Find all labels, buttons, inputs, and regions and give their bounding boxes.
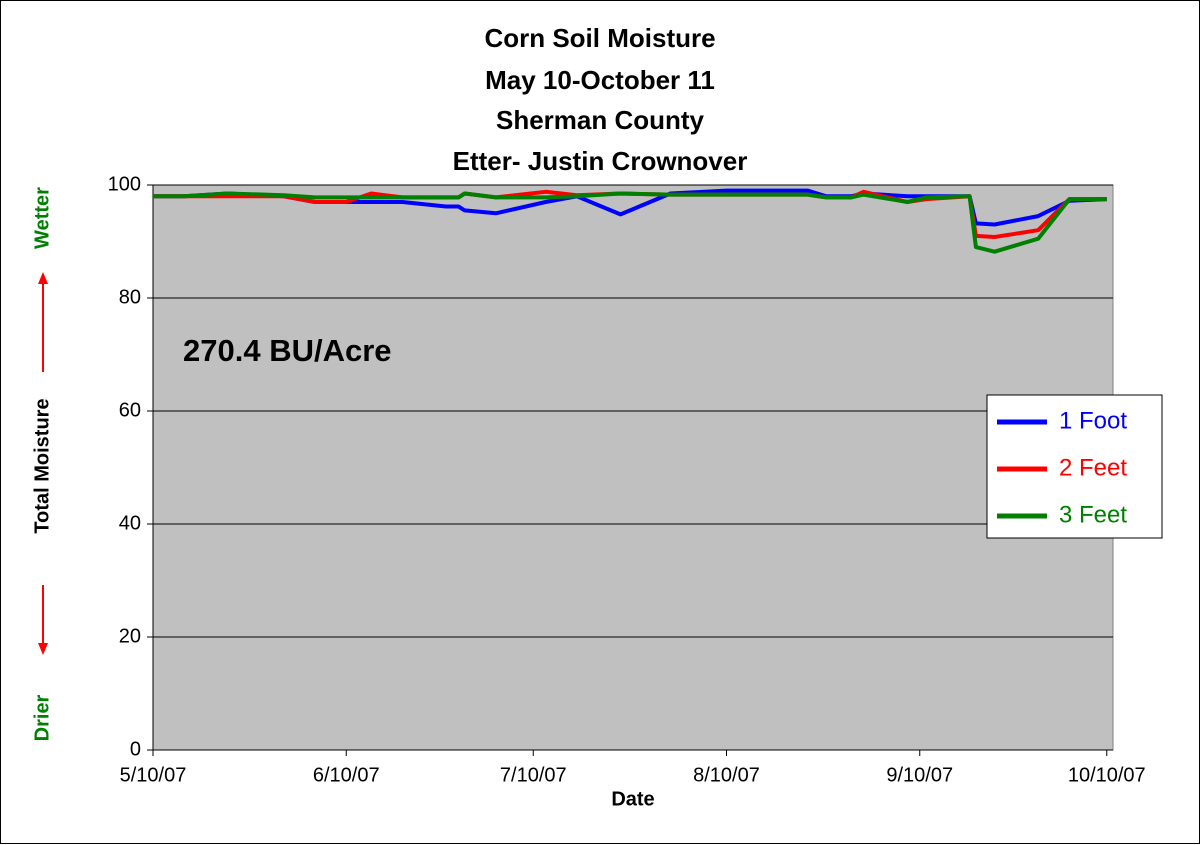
arrow-head [38,272,48,284]
chart-title: Sherman County [496,105,705,135]
x-tick-label: 7/10/07 [500,764,567,786]
x-tick-label: 5/10/07 [120,764,187,786]
y-axis-label: Total Moisture [31,398,53,533]
chart-title: May 10-October 11 [485,65,715,95]
y-tick-label: 60 [119,399,141,421]
y-tick-label: 40 [119,512,141,534]
y-tick-label: 100 [108,173,141,195]
legend-label: 3 Feet [1059,501,1127,528]
plot-area [152,184,1114,751]
x-axis-label: Date [611,788,654,810]
x-tick-label: 6/10/07 [313,764,380,786]
arrow-head [38,643,48,655]
chart-title: Etter- Justin Crownover [453,146,748,176]
legend-label: 1 Foot [1059,407,1127,434]
y-axis-label: Drier [31,694,53,741]
legend-label: 2 Feet [1059,454,1127,481]
x-tick-label: 8/10/07 [693,764,760,786]
annotation: 270.4 BU/Acre [183,333,392,368]
x-tick-label: 10/10/07 [1068,764,1146,786]
line-series [153,191,1107,254]
y-axis-label: Wetter [31,187,53,249]
chart-title: Corn Soil Moisture [484,23,715,53]
y-tick-label: 20 [119,625,141,647]
x-tick-label: 9/10/07 [886,764,953,786]
y-tick-label: 0 [130,738,141,760]
y-tick-label: 80 [119,286,141,308]
